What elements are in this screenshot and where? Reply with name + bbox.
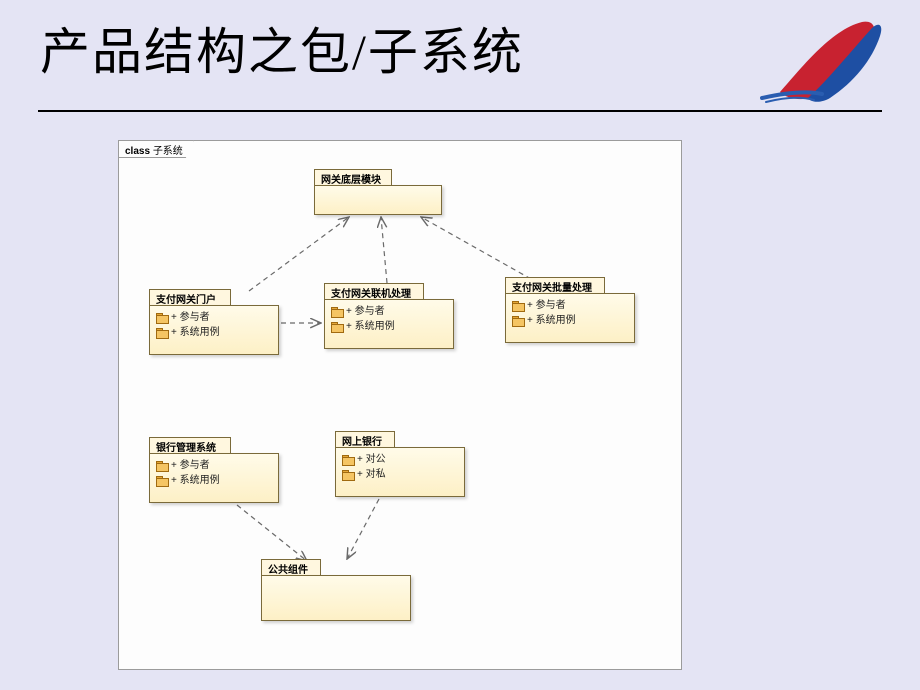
package-item: + 参与者 xyxy=(512,298,628,313)
package-tab: 支付网关批量处理 xyxy=(505,277,605,293)
package-item-label: + 参与者 xyxy=(171,458,210,473)
folder-icon xyxy=(512,316,523,325)
package-item: + 参与者 xyxy=(331,304,447,319)
package-mgmt: 银行管理系统+ 参与者+ 系统用例 xyxy=(149,437,279,503)
package-body: + 对公+ 对私 xyxy=(335,447,465,497)
package-body: + 参与者+ 系统用例 xyxy=(149,305,279,355)
package-common: 公共组件 xyxy=(261,559,411,621)
package-body xyxy=(261,575,411,621)
folder-icon xyxy=(512,301,523,310)
uml-diagram-frame: class 子系统 网关底层模块支付网关门户+ 参与者+ 系统用例支付网关联机处… xyxy=(118,140,682,670)
package-item-label: + 参与者 xyxy=(346,304,385,319)
frame-label: class 子系统 xyxy=(118,140,194,158)
package-item: + 参与者 xyxy=(156,310,272,325)
brand-logo xyxy=(760,10,890,110)
package-body: + 参与者+ 系统用例 xyxy=(505,293,635,343)
package-item-label: + 参与者 xyxy=(527,298,566,313)
package-tab: 支付网关联机处理 xyxy=(324,283,424,299)
package-batch: 支付网关批量处理+ 参与者+ 系统用例 xyxy=(505,277,635,343)
package-item-label: + 系统用例 xyxy=(171,473,220,488)
package-body xyxy=(314,185,442,215)
package-tab: 银行管理系统 xyxy=(149,437,231,453)
package-tab: 公共组件 xyxy=(261,559,321,575)
folder-icon xyxy=(156,328,167,337)
package-online: 支付网关联机处理+ 参与者+ 系统用例 xyxy=(324,283,454,349)
package-base: 网关底层模块 xyxy=(314,169,442,215)
package-item: + 对私 xyxy=(342,467,458,482)
frame-label-prefix: class xyxy=(125,146,150,157)
dependency-edge xyxy=(381,217,387,283)
package-item: + 系统用例 xyxy=(331,319,447,334)
folder-icon xyxy=(156,476,167,485)
folder-icon xyxy=(331,322,342,331)
package-tab: 网上银行 xyxy=(335,431,395,447)
folder-icon xyxy=(331,307,342,316)
title-divider xyxy=(38,110,882,112)
folder-icon xyxy=(342,470,353,479)
package-item-label: + 参与者 xyxy=(171,310,210,325)
package-item: + 对公 xyxy=(342,452,458,467)
dependency-edge xyxy=(347,499,379,559)
package-ebank: 网上银行+ 对公+ 对私 xyxy=(335,431,465,497)
package-item-label: + 系统用例 xyxy=(346,319,395,334)
package-tab: 支付网关门户 xyxy=(149,289,231,305)
package-item-label: + 对私 xyxy=(357,467,386,482)
package-item-label: + 系统用例 xyxy=(527,313,576,328)
package-item: + 系统用例 xyxy=(512,313,628,328)
package-item: + 参与者 xyxy=(156,458,272,473)
package-tab: 网关底层模块 xyxy=(314,169,392,185)
package-body: + 参与者+ 系统用例 xyxy=(149,453,279,503)
frame-label-name: 子系统 xyxy=(153,146,183,157)
package-item-label: + 系统用例 xyxy=(171,325,220,340)
folder-icon xyxy=(156,313,167,322)
package-portal: 支付网关门户+ 参与者+ 系统用例 xyxy=(149,289,279,355)
dependency-edge xyxy=(421,217,531,279)
folder-icon xyxy=(342,455,353,464)
dependency-edge xyxy=(237,505,307,561)
dependency-edge xyxy=(249,217,349,291)
package-item: + 系统用例 xyxy=(156,473,272,488)
package-item: + 系统用例 xyxy=(156,325,272,340)
page-title: 产品结构之包/子系统 xyxy=(40,12,524,84)
folder-icon xyxy=(156,461,167,470)
package-item-label: + 对公 xyxy=(357,452,386,467)
package-body: + 参与者+ 系统用例 xyxy=(324,299,454,349)
